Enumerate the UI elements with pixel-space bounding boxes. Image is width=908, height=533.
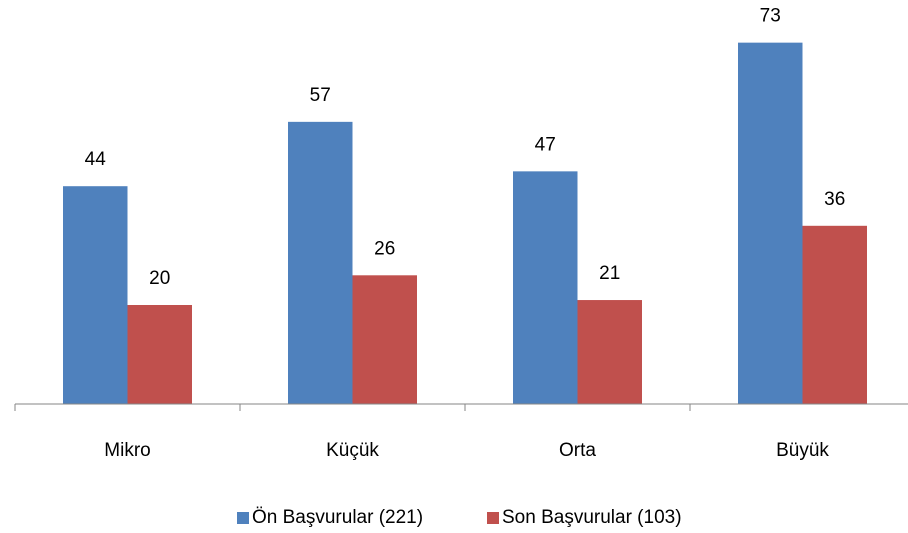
legend-swatch [487, 512, 499, 524]
legend-label: Ön Başvurular (221) [252, 507, 423, 528]
bar [577, 300, 642, 404]
bar [513, 171, 578, 404]
data-label: 26 [374, 238, 395, 259]
x-tick-label: Küçük [326, 440, 379, 461]
data-label: 36 [824, 189, 845, 210]
data-label: 73 [760, 6, 781, 27]
data-label: 47 [535, 134, 556, 155]
data-label: 21 [599, 263, 620, 284]
legend-label: Son Başvurular (103) [502, 507, 682, 528]
data-label: 57 [310, 85, 331, 106]
bar [802, 225, 867, 404]
data-label: 20 [149, 268, 170, 289]
legend-swatch [237, 512, 249, 524]
bar [352, 275, 417, 404]
data-label: 44 [85, 149, 107, 170]
x-tick-label: Orta [559, 440, 596, 461]
bar [738, 42, 803, 405]
x-tick-label: Büyük [776, 440, 829, 461]
bar [63, 186, 128, 404]
x-tick-label: Mikro [104, 440, 150, 461]
bar [127, 305, 192, 404]
bar [288, 121, 353, 404]
